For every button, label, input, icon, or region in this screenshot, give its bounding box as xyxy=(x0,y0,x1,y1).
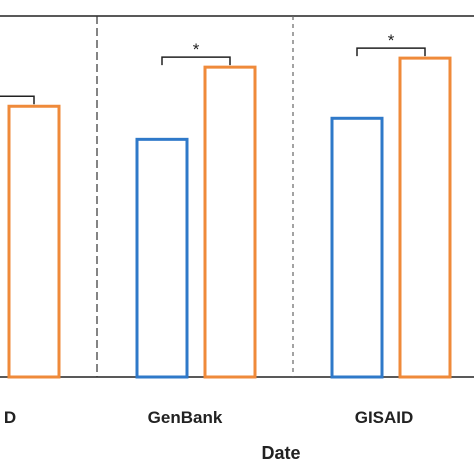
x-tick-label: GenBank xyxy=(148,408,223,427)
significance-label: * xyxy=(388,31,395,50)
bar xyxy=(203,65,257,379)
bar xyxy=(398,56,452,379)
bar xyxy=(7,104,61,379)
bars-group xyxy=(7,56,452,379)
x-tick-label: D xyxy=(4,408,16,427)
bar xyxy=(135,137,189,379)
significance-bracket xyxy=(161,56,231,66)
x-tick-label: GISAID xyxy=(355,408,414,427)
bar xyxy=(330,116,384,379)
x-axis-label: Date xyxy=(261,443,300,463)
significance-bracket xyxy=(356,47,426,57)
significance-label: * xyxy=(193,40,200,59)
significance-group: * * xyxy=(0,31,426,105)
x-tick-labels: D GenBank GISAID xyxy=(4,408,413,427)
significance-bracket xyxy=(0,95,35,105)
